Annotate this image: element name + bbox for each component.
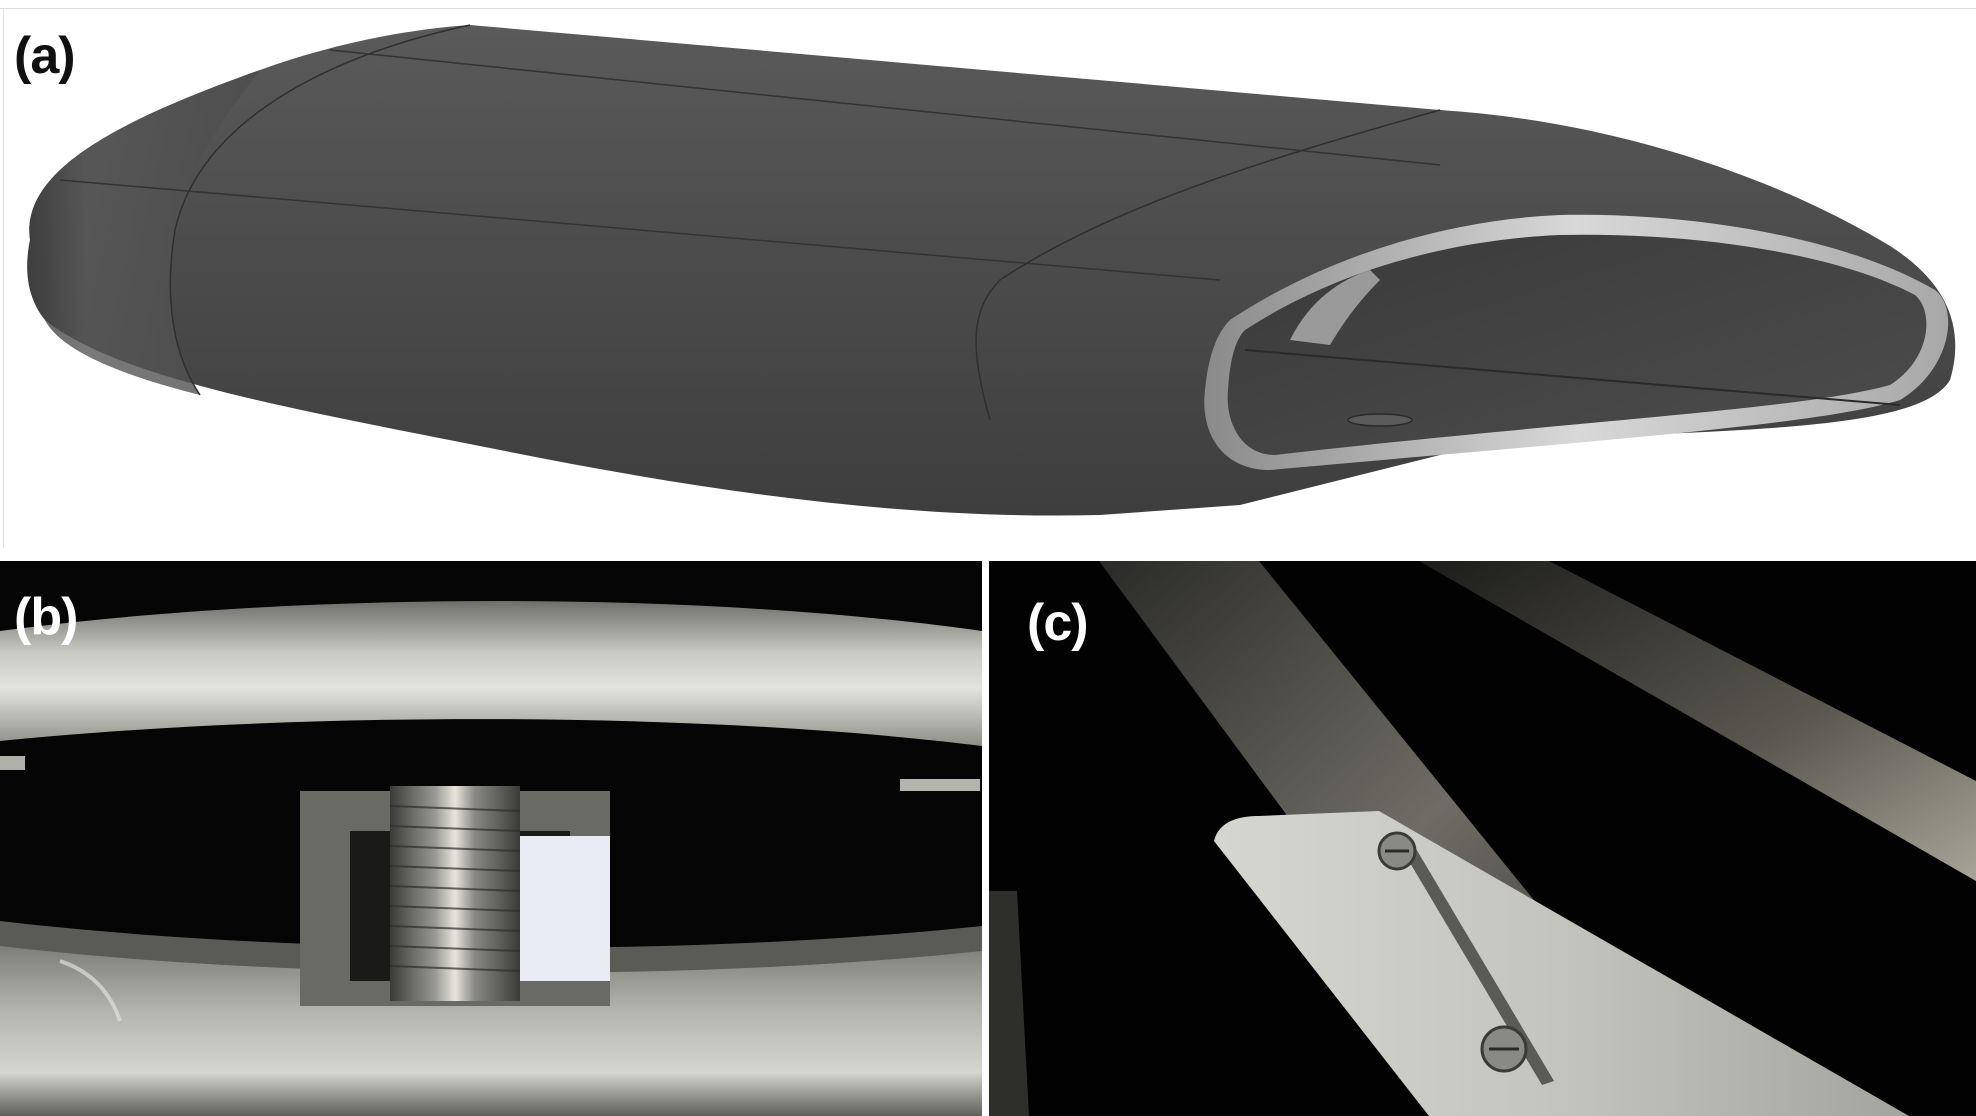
panel-b: (b) [0, 561, 982, 1116]
photo-b-thread-lines [389, 805, 521, 972]
photo-c-slot [1397, 837, 1554, 1085]
panel-c: (c) [989, 561, 1976, 1116]
wing-inner-cavity [1227, 234, 1927, 455]
photo-c-secondary-rod [1419, 561, 1976, 881]
photo-b-screw [390, 786, 520, 1001]
wing-inner-spar [1290, 270, 1380, 345]
wing-inner-floor-line [1244, 349, 1901, 406]
panel-a-left-border [3, 8, 4, 548]
wing-seam-3 [329, 49, 1441, 166]
panel-a: (a) [0, 0, 1976, 548]
photo-c-airfoil-plate [1214, 811, 1909, 1116]
photo-b-inner-strip [0, 921, 982, 973]
photo-b-bottom-band [0, 941, 982, 1116]
threaded-insert-photo [0, 561, 982, 1116]
wing-cad-render [27, 24, 1956, 516]
photo-c-left-rod [989, 891, 1029, 1116]
panel-c-label: (c) [1027, 594, 1089, 652]
wing-seam-1 [169, 24, 471, 396]
wing-seam-4 [975, 109, 1441, 421]
panel-b-label: (b) [14, 588, 78, 646]
wing-nose-shade [27, 70, 260, 395]
panel-a-label: (a) [14, 27, 76, 85]
mounted-airfoil-photo [989, 561, 1976, 1116]
wing-inner-hole [1347, 413, 1413, 427]
photo-b-glow [520, 836, 610, 981]
panel-a-top-border [0, 8, 1976, 9]
photo-b-top-band [0, 601, 982, 746]
